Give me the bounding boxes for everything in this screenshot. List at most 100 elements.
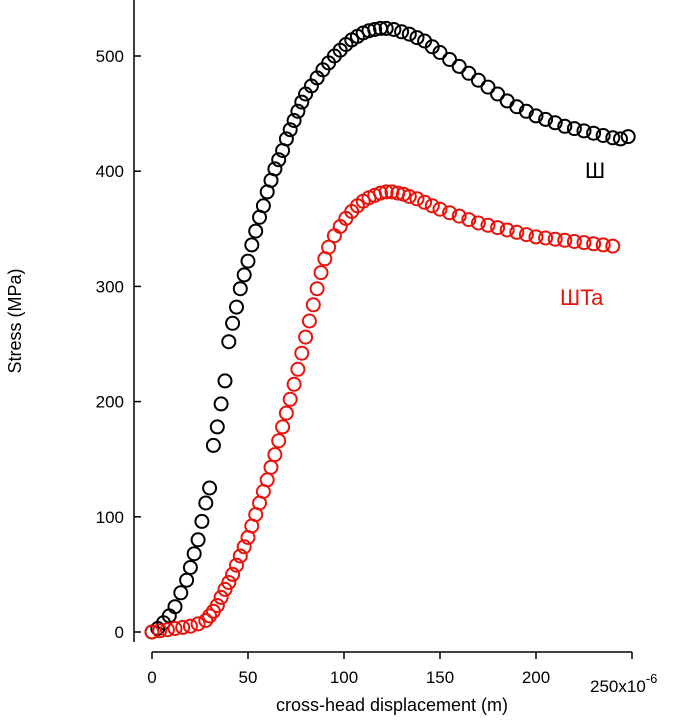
- y-tick-label: 200: [96, 393, 124, 412]
- data-point: [179, 572, 195, 588]
- data-point: [144, 624, 160, 640]
- data-point: [442, 205, 458, 221]
- data-point: [499, 93, 515, 109]
- data-point: [194, 513, 210, 529]
- data-point: [213, 589, 229, 605]
- data-point: [282, 391, 298, 407]
- data-point: [490, 220, 506, 236]
- data-point: [576, 123, 592, 139]
- data-point: [301, 313, 317, 329]
- data-point: [373, 185, 388, 201]
- data-point: [182, 560, 198, 575]
- y-axis-title: Stress (MPa): [5, 268, 25, 373]
- data-point: [232, 281, 248, 297]
- data-point: [557, 118, 573, 134]
- data-point: [409, 30, 425, 46]
- data-point: [605, 130, 621, 146]
- y-tick-label: 500: [96, 47, 124, 66]
- data-point: [528, 108, 544, 124]
- data-point: [394, 24, 410, 40]
- data-point: [236, 539, 252, 555]
- y-tick-label: 300: [96, 277, 124, 296]
- x-axis-multiplier-base: 250: [590, 677, 618, 696]
- x-axis-multiplier: 250x10-6: [590, 671, 657, 696]
- x-tick-label: 200: [522, 668, 550, 687]
- data-point: [290, 103, 306, 119]
- data-point: [186, 546, 202, 562]
- series-label-shta: ШTa: [560, 285, 604, 310]
- data-point: [167, 621, 183, 636]
- data-point: [442, 52, 458, 67]
- data-point: [538, 111, 554, 127]
- axes: [133, 0, 632, 653]
- data-point: [263, 459, 279, 475]
- data-point: [244, 237, 260, 253]
- series-label-sh: Ш: [585, 158, 605, 183]
- data-point: [278, 405, 294, 421]
- data-point: [255, 198, 271, 214]
- data-point: [424, 198, 440, 214]
- data-point: [461, 65, 477, 81]
- data-point: [432, 201, 448, 217]
- data-point: [213, 396, 229, 412]
- data-point: [240, 253, 256, 269]
- x-tick-label: 100: [330, 668, 358, 687]
- data-point: [175, 619, 191, 635]
- data-point: [409, 191, 425, 207]
- data-point: [432, 45, 448, 60]
- data-point: [586, 125, 602, 141]
- data-point: [547, 115, 563, 131]
- data-point: [167, 599, 183, 615]
- data-point: [461, 212, 477, 228]
- data-point: [595, 128, 611, 143]
- data-point: [566, 121, 582, 137]
- data-series: [144, 20, 636, 640]
- data-point: [451, 58, 467, 74]
- data-point: [225, 315, 241, 331]
- data-point: [236, 267, 252, 283]
- data-point: [305, 297, 321, 313]
- data-point: [182, 618, 198, 634]
- data-point: [267, 161, 283, 177]
- data-point: [232, 548, 248, 564]
- y-tick-label: 100: [96, 508, 124, 527]
- data-point: [275, 419, 291, 435]
- series-0: [144, 20, 636, 640]
- data-point: [229, 299, 244, 315]
- data-point: [470, 215, 486, 231]
- data-point: [451, 208, 467, 224]
- data-point: [190, 616, 206, 632]
- x-tick-label: 0: [147, 668, 156, 687]
- x-tick-label: 150: [426, 668, 454, 687]
- data-point: [595, 237, 611, 253]
- data-point: [386, 22, 402, 37]
- x-tick-label: 50: [239, 668, 258, 687]
- data-point: [417, 194, 433, 210]
- data-point: [202, 608, 218, 624]
- data-point: [202, 480, 218, 496]
- data-point: [547, 231, 563, 247]
- data-point: [259, 472, 275, 488]
- data-point: [290, 361, 306, 377]
- data-point: [586, 236, 602, 252]
- data-point: [198, 495, 214, 511]
- data-point: [378, 184, 394, 200]
- data-point: [528, 229, 544, 245]
- x-axis-multiplier-exponent: -6: [646, 671, 658, 686]
- data-point: [278, 131, 294, 147]
- data-point: [313, 265, 329, 281]
- data-point: [173, 585, 189, 601]
- x-axis-multiplier-text: x10: [618, 677, 645, 696]
- data-point: [209, 598, 225, 613]
- data-point: [298, 329, 314, 345]
- data-point: [490, 86, 506, 102]
- data-point: [159, 622, 175, 638]
- data-point: [221, 334, 237, 350]
- data-point: [361, 23, 377, 39]
- data-point: [509, 224, 525, 240]
- series-1: [144, 184, 621, 640]
- data-point: [294, 94, 310, 110]
- data-point: [209, 419, 225, 435]
- data-point: [294, 345, 310, 361]
